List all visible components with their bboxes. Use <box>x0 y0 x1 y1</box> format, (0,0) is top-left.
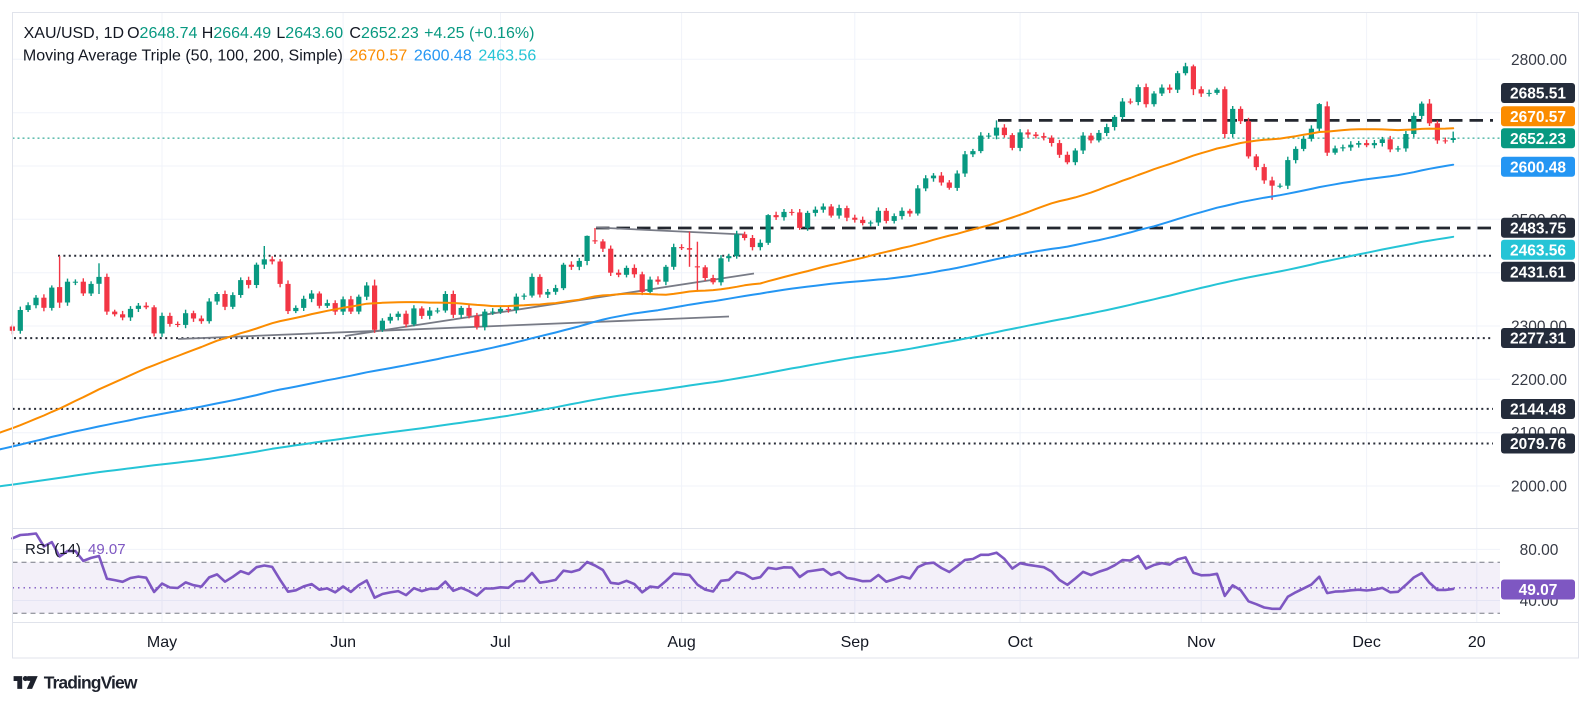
svg-text:Sep: Sep <box>841 634 870 651</box>
svg-text:RSI (14) 49.07: RSI (14) 49.07 <box>25 541 126 558</box>
svg-text:2652.23: 2652.23 <box>1510 131 1566 148</box>
svg-text:May: May <box>147 634 177 651</box>
svg-text:Oct: Oct <box>1008 634 1033 651</box>
svg-text:TradingView: TradingView <box>44 673 138 693</box>
svg-text:2144.48: 2144.48 <box>1510 402 1566 419</box>
svg-text:2800.00: 2800.00 <box>1511 52 1567 69</box>
svg-text:2277.31: 2277.31 <box>1510 331 1566 348</box>
svg-text:49.07: 49.07 <box>1519 582 1558 599</box>
svg-text:2600.48: 2600.48 <box>1510 159 1566 176</box>
svg-text:Dec: Dec <box>1352 634 1380 651</box>
svg-text:20: 20 <box>1468 634 1486 651</box>
svg-text:Nov: Nov <box>1187 634 1215 651</box>
svg-text:Jul: Jul <box>490 634 510 651</box>
svg-text:Aug: Aug <box>667 634 695 651</box>
svg-text:2685.51: 2685.51 <box>1510 86 1566 103</box>
svg-text:2200.00: 2200.00 <box>1511 372 1567 389</box>
svg-text:2483.75: 2483.75 <box>1510 220 1566 237</box>
svg-text:2079.76: 2079.76 <box>1510 436 1566 453</box>
svg-text:2463.56: 2463.56 <box>1510 242 1566 259</box>
svg-text:Jun: Jun <box>330 634 356 651</box>
svg-text:2670.57: 2670.57 <box>1510 109 1566 126</box>
svg-text:2431.61: 2431.61 <box>1510 264 1566 281</box>
svg-text:2000.00: 2000.00 <box>1511 479 1567 496</box>
svg-text:80.00: 80.00 <box>1520 542 1559 559</box>
svg-text:Moving Average Triple (50, 100: Moving Average Triple (50, 100, 200, Sim… <box>23 48 536 65</box>
